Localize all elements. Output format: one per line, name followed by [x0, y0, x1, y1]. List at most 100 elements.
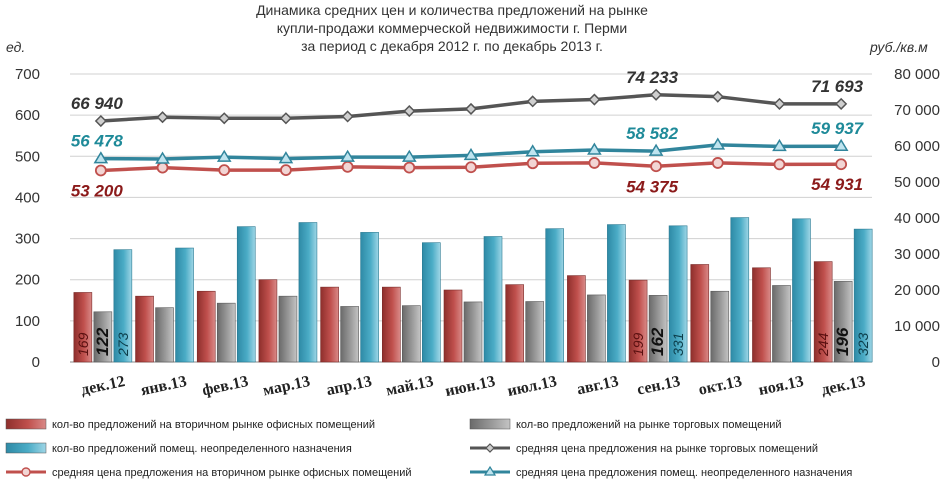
x-tick-label: июн.13 — [444, 373, 497, 400]
line-data-label: 54 375 — [626, 177, 679, 196]
bar — [833, 281, 853, 363]
line-point — [711, 157, 724, 169]
legend-marker — [485, 443, 495, 453]
chart-title-line-1: Динамика средних цен и количества предло… — [256, 2, 648, 18]
right-tick-label: 30 000 — [894, 246, 940, 263]
right-tick-label: 40 000 — [894, 210, 940, 227]
line-point — [94, 164, 107, 177]
bar — [690, 264, 710, 363]
x-tick-label: дек.12 — [80, 373, 127, 399]
line-data-label: 66 940 — [71, 94, 124, 113]
legend-label: кол-во предложений на рынке торговых пом… — [516, 419, 782, 431]
right-tick-label: 10 000 — [894, 318, 940, 335]
line-point — [833, 138, 849, 151]
bar-series — [73, 217, 873, 363]
line-point — [278, 151, 294, 164]
line-point — [156, 161, 169, 174]
legend-swatch — [469, 418, 511, 430]
line-point — [465, 161, 477, 174]
bar — [710, 290, 730, 363]
bar — [73, 292, 93, 363]
bar — [463, 301, 483, 363]
x-tick-label: мар.13 — [261, 373, 311, 400]
right-tick-label: 60 000 — [894, 138, 940, 155]
legend-marker — [21, 467, 31, 477]
x-tick-label: янв.13 — [139, 373, 188, 399]
line-data-label: 74 233 — [626, 68, 679, 87]
bar-data-label: 331 — [670, 333, 686, 356]
bar — [772, 285, 791, 363]
line-point — [341, 160, 354, 173]
x-tick-label: дек.13 — [820, 373, 867, 399]
bar — [525, 301, 544, 363]
legend-marker — [483, 465, 497, 476]
line-series — [93, 88, 849, 177]
bar — [813, 261, 833, 363]
line-data-label: 71 693 — [811, 77, 864, 96]
bar-data-label: 162 — [648, 327, 667, 356]
bar — [483, 236, 503, 363]
bar — [628, 279, 648, 363]
bar — [648, 295, 668, 363]
left-axis-ticks: 0 100 200 300 400 500 600 700 — [15, 66, 40, 371]
right-axis-unit: руб./кв.м — [869, 39, 928, 55]
bar — [505, 284, 524, 363]
bar-data-label: 323 — [855, 332, 871, 356]
line-data-label: 58 582 — [626, 124, 679, 143]
line-point — [525, 144, 541, 157]
legend-label: кол-во предложений помещ. неопределенног… — [52, 443, 352, 455]
bar — [278, 295, 298, 363]
bar — [298, 222, 318, 363]
line-point — [773, 158, 786, 171]
line-point — [650, 88, 663, 101]
right-tick-label: 0 — [932, 354, 940, 371]
line-data-label: 59 937 — [811, 119, 865, 138]
bar — [175, 247, 194, 363]
legend-label: средняя цена предложения помещ. неопреде… — [516, 467, 852, 479]
line-point — [711, 90, 724, 103]
chart-title: Динамика средних цен и количества предло… — [256, 2, 648, 54]
line-point — [155, 151, 170, 164]
left-tick-label: 100 — [15, 313, 40, 330]
line-data-label: 53 200 — [71, 181, 124, 200]
bar — [340, 306, 359, 363]
bar — [360, 232, 379, 363]
line-point — [464, 102, 478, 115]
line-point — [710, 137, 726, 150]
line-point — [835, 158, 848, 171]
x-tick-label: ноя.13 — [757, 373, 805, 399]
line-point — [773, 97, 786, 110]
bar — [545, 228, 564, 363]
x-tick-label: фев.13 — [201, 373, 250, 399]
bar-data-label: 199 — [630, 332, 646, 356]
bar — [93, 311, 113, 363]
bar — [752, 267, 771, 363]
bar — [196, 290, 216, 363]
left-tick-label: 0 — [32, 354, 40, 371]
right-tick-label: 70 000 — [894, 102, 940, 119]
bar-data-label: 244 — [815, 332, 831, 357]
bar — [155, 307, 174, 363]
x-tick-label: май.13 — [385, 373, 436, 400]
bar — [236, 226, 256, 363]
left-tick-label: 500 — [15, 148, 40, 165]
line-point — [279, 112, 292, 125]
x-tick-label: июл.13 — [506, 373, 558, 400]
line-point — [587, 142, 602, 155]
bar-data-labels: 169 122 273 199 162 331 244 196 323 — [75, 327, 871, 357]
bar — [113, 249, 133, 363]
right-tick-label: 80 000 — [894, 66, 940, 83]
line-point — [216, 149, 232, 162]
line-point — [218, 164, 231, 177]
bar — [668, 225, 688, 363]
line-point — [94, 114, 107, 128]
left-tick-label: 200 — [15, 272, 40, 289]
bar — [853, 228, 873, 363]
bar — [607, 224, 626, 363]
line-data-label: 56 478 — [71, 132, 124, 151]
left-axis-unit: ед. — [6, 39, 25, 55]
bar — [443, 289, 463, 363]
x-axis-ticks: дек.12 янв.13 фев.13 мар.13 апр.13 май.13 июн.… — [80, 373, 867, 400]
line-point — [280, 164, 292, 177]
bar — [402, 305, 421, 363]
